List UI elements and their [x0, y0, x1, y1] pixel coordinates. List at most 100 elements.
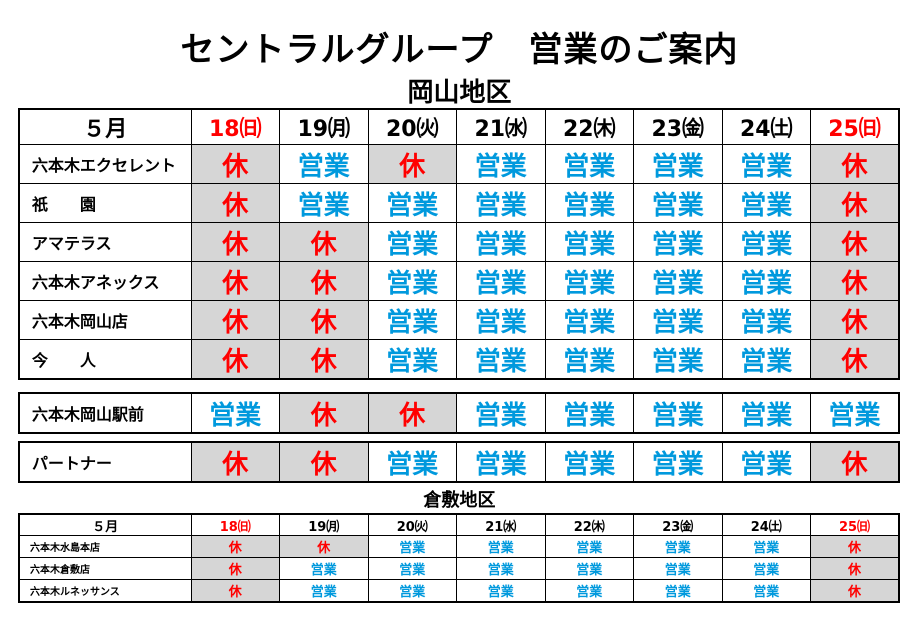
- closed-cell: 休: [190, 557, 280, 580]
- open-cell: 営業: [544, 535, 634, 558]
- day-header: 21㈬: [456, 513, 546, 536]
- open-cell: 営業: [279, 144, 369, 184]
- open-cell: 営業: [633, 535, 723, 558]
- closed-cell: 休: [810, 144, 900, 184]
- open-cell: 営業: [633, 339, 723, 380]
- table-row: アマテラス休休営業 営業 営業 営業 営業休: [18, 222, 900, 262]
- open-cell: 営業: [367, 557, 457, 580]
- open-cell: 営業: [367, 535, 457, 558]
- open-cell: 営業: [456, 392, 546, 434]
- okayama-schedule-table: ５月 18㈰ 19㈪ 20㈫ 21㈬ 22㈭ 23㈮ 24㈯ 25㈰ 六本木エクセレント休営業休営…: [18, 108, 900, 380]
- open-cell: 営業: [544, 557, 634, 580]
- closed-cell: 休: [810, 300, 900, 340]
- closed-cell: 休: [279, 300, 369, 340]
- closed-cell: 休: [279, 261, 369, 301]
- closed-cell: 休: [190, 222, 280, 262]
- open-cell: 営業: [456, 579, 546, 603]
- day-header: 18㈰: [190, 513, 280, 536]
- header-row: ５月 18㈰ 19㈪ 20㈫ 21㈬ 22㈭ 23㈮ 24㈯ 25㈰: [18, 108, 900, 145]
- table-row: 祇 園休営業 営業 営業 営業 営業 営業休: [18, 183, 900, 223]
- open-cell: 営業: [721, 261, 811, 301]
- open-cell: 営業: [456, 535, 546, 558]
- month-cell: ５月: [18, 108, 192, 145]
- kurashiki-schedule-table: ５月 18㈰ 19㈪ 20㈫ 21㈬ 22㈭ 23㈮ 24㈯ 25㈰ 六本木水島本店休休営業 営業営…: [18, 513, 900, 603]
- open-cell: 営業: [456, 261, 546, 301]
- closed-cell: 休: [190, 183, 280, 223]
- day-header: 23㈮: [633, 513, 723, 536]
- closed-cell: 休: [190, 300, 280, 340]
- table-row: パートナー休休営業 営業 営業 営業 営業休: [18, 441, 900, 483]
- open-cell: 営業: [633, 557, 723, 580]
- open-cell: 営業: [633, 300, 723, 340]
- open-cell: 営業: [456, 183, 546, 223]
- closed-cell: 休: [810, 183, 900, 223]
- table-row: 六本木岡山店休休営業 営業 営業 営業 営業休: [18, 300, 900, 340]
- store-name: アマテラス: [18, 222, 192, 262]
- closed-cell: 休: [810, 535, 900, 558]
- day-header: 18㈰: [190, 108, 280, 145]
- open-cell: 営業: [633, 144, 723, 184]
- closed-cell: 休: [279, 535, 369, 558]
- store-name: 六本木水島本店: [18, 535, 192, 558]
- open-cell: 営業: [367, 183, 457, 223]
- store-name: 今 人: [18, 339, 192, 380]
- open-cell: 営業: [633, 222, 723, 262]
- open-cell: 営業: [367, 339, 457, 380]
- day-header: 24㈯: [721, 513, 811, 536]
- okayama-partner-table: パートナー休休営業 営業 営業 営業 営業休: [18, 441, 900, 483]
- open-cell: 営業: [633, 392, 723, 434]
- day-header: 20㈫: [367, 513, 457, 536]
- open-cell: 営業: [544, 579, 634, 603]
- open-cell: 営業: [721, 183, 811, 223]
- closed-cell: 休: [279, 222, 369, 262]
- day-header: 23㈮: [633, 108, 723, 145]
- open-cell: 営業: [633, 183, 723, 223]
- open-cell: 営業: [456, 441, 546, 483]
- open-cell: 営業: [279, 557, 369, 580]
- table-row: 六本木エクセレント休営業休営業 営業 営業 営業休: [18, 144, 900, 184]
- open-cell: 営業: [721, 441, 811, 483]
- open-cell: 営業: [367, 261, 457, 301]
- open-cell: 営業: [721, 300, 811, 340]
- open-cell: 営業: [544, 183, 634, 223]
- closed-cell: 休: [190, 261, 280, 301]
- open-cell: 営業: [721, 579, 811, 603]
- day-header: 22㈭: [544, 108, 634, 145]
- open-cell: 営業: [544, 441, 634, 483]
- kurashiki-region-title: 倉敷地区: [423, 490, 496, 511]
- store-name: 祇 園: [18, 183, 192, 223]
- open-cell: 営業: [721, 222, 811, 262]
- okayama-station-table: 六本木岡山駅前 営業休休営業 営業 営業 営業 営業: [18, 392, 900, 434]
- open-cell: 営業: [721, 339, 811, 380]
- store-name: 六本木岡山店: [18, 300, 192, 340]
- store-name: 六本木アネックス: [18, 261, 192, 301]
- table-row: 六本木岡山駅前 営業休休営業 営業 営業 営業 営業: [18, 392, 900, 434]
- open-cell: 営業: [544, 300, 634, 340]
- open-cell: 営業: [367, 222, 457, 262]
- day-header: 19㈪: [279, 513, 369, 536]
- open-cell: 営業: [721, 144, 811, 184]
- open-cell: 営業: [633, 441, 723, 483]
- closed-cell: 休: [279, 392, 369, 434]
- header-row: ５月 18㈰ 19㈪ 20㈫ 21㈬ 22㈭ 23㈮ 24㈯ 25㈰: [18, 513, 900, 536]
- open-cell: 営業: [633, 579, 723, 603]
- day-header: 25㈰: [810, 108, 900, 145]
- month-cell: ５月: [18, 513, 192, 536]
- day-header: 24㈯: [721, 108, 811, 145]
- open-cell: 営業: [279, 183, 369, 223]
- open-cell: 営業: [456, 222, 546, 262]
- closed-cell: 休: [810, 339, 900, 380]
- open-cell: 営業: [367, 441, 457, 483]
- open-cell: 営業: [456, 300, 546, 340]
- closed-cell: 休: [810, 441, 900, 483]
- open-cell: 営業: [279, 579, 369, 603]
- closed-cell: 休: [279, 339, 369, 380]
- closed-cell: 休: [279, 441, 369, 483]
- day-header: 25㈰: [810, 513, 900, 536]
- store-name: 六本木岡山駅前: [18, 392, 192, 434]
- table-row: 六本木ルネッサンス休営業 営業 営業 営業 営業 営業休: [18, 579, 900, 603]
- closed-cell: 休: [190, 535, 280, 558]
- closed-cell: 休: [367, 144, 457, 184]
- open-cell: 営業: [456, 144, 546, 184]
- day-header: 22㈭: [544, 513, 634, 536]
